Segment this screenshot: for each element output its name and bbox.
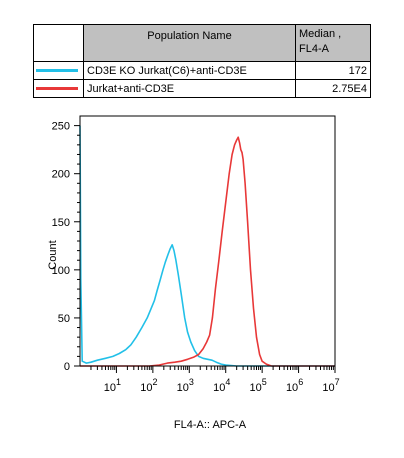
x-tick-label: 102 bbox=[140, 377, 157, 394]
legend-swatch bbox=[36, 87, 78, 90]
x-tick-label: 104 bbox=[213, 377, 230, 394]
legend-table: Population Name Median , FL4-A CD3E KO J… bbox=[33, 24, 371, 98]
series-line bbox=[80, 136, 335, 367]
y-tick-label: 50 bbox=[58, 313, 70, 325]
legend-header-row: Population Name Median , FL4-A bbox=[33, 24, 371, 62]
plot-frame bbox=[79, 115, 336, 367]
y-tick-label: 100 bbox=[52, 265, 70, 277]
series-line bbox=[79, 125, 335, 367]
legend-header-population-name: Population Name bbox=[83, 24, 296, 62]
x-tick-label: 101 bbox=[104, 377, 121, 394]
y-tick-label: 0 bbox=[64, 361, 70, 373]
y-tick-label: 250 bbox=[52, 121, 70, 133]
y-tick-label: 150 bbox=[52, 217, 70, 229]
y-axis-label: Count bbox=[47, 240, 59, 269]
legend-header-median: Median , FL4-A bbox=[295, 24, 371, 62]
x-tick-label: 106 bbox=[286, 377, 303, 394]
x-axis-label: FL4-A:: APC-A bbox=[174, 419, 247, 431]
x-tick-label: 103 bbox=[177, 377, 194, 394]
legend-row: Jurkat+anti-CD3E 2.75E4 bbox=[33, 79, 371, 98]
plot-layer bbox=[79, 125, 335, 367]
x-tick-label: 105 bbox=[250, 377, 267, 394]
legend-swatch bbox=[36, 69, 78, 72]
axes-layer: 0 50 100 150 200 250 101 102 103 104 105 106 107 bbox=[52, 115, 340, 394]
legend-median-value: 2.75E4 bbox=[295, 79, 371, 98]
y-tick-label: 200 bbox=[52, 169, 70, 181]
legend-row: CD3E KO Jurkat(C6)+anti-CD3E 172 bbox=[33, 61, 371, 80]
x-tick-label: 107 bbox=[322, 377, 339, 394]
